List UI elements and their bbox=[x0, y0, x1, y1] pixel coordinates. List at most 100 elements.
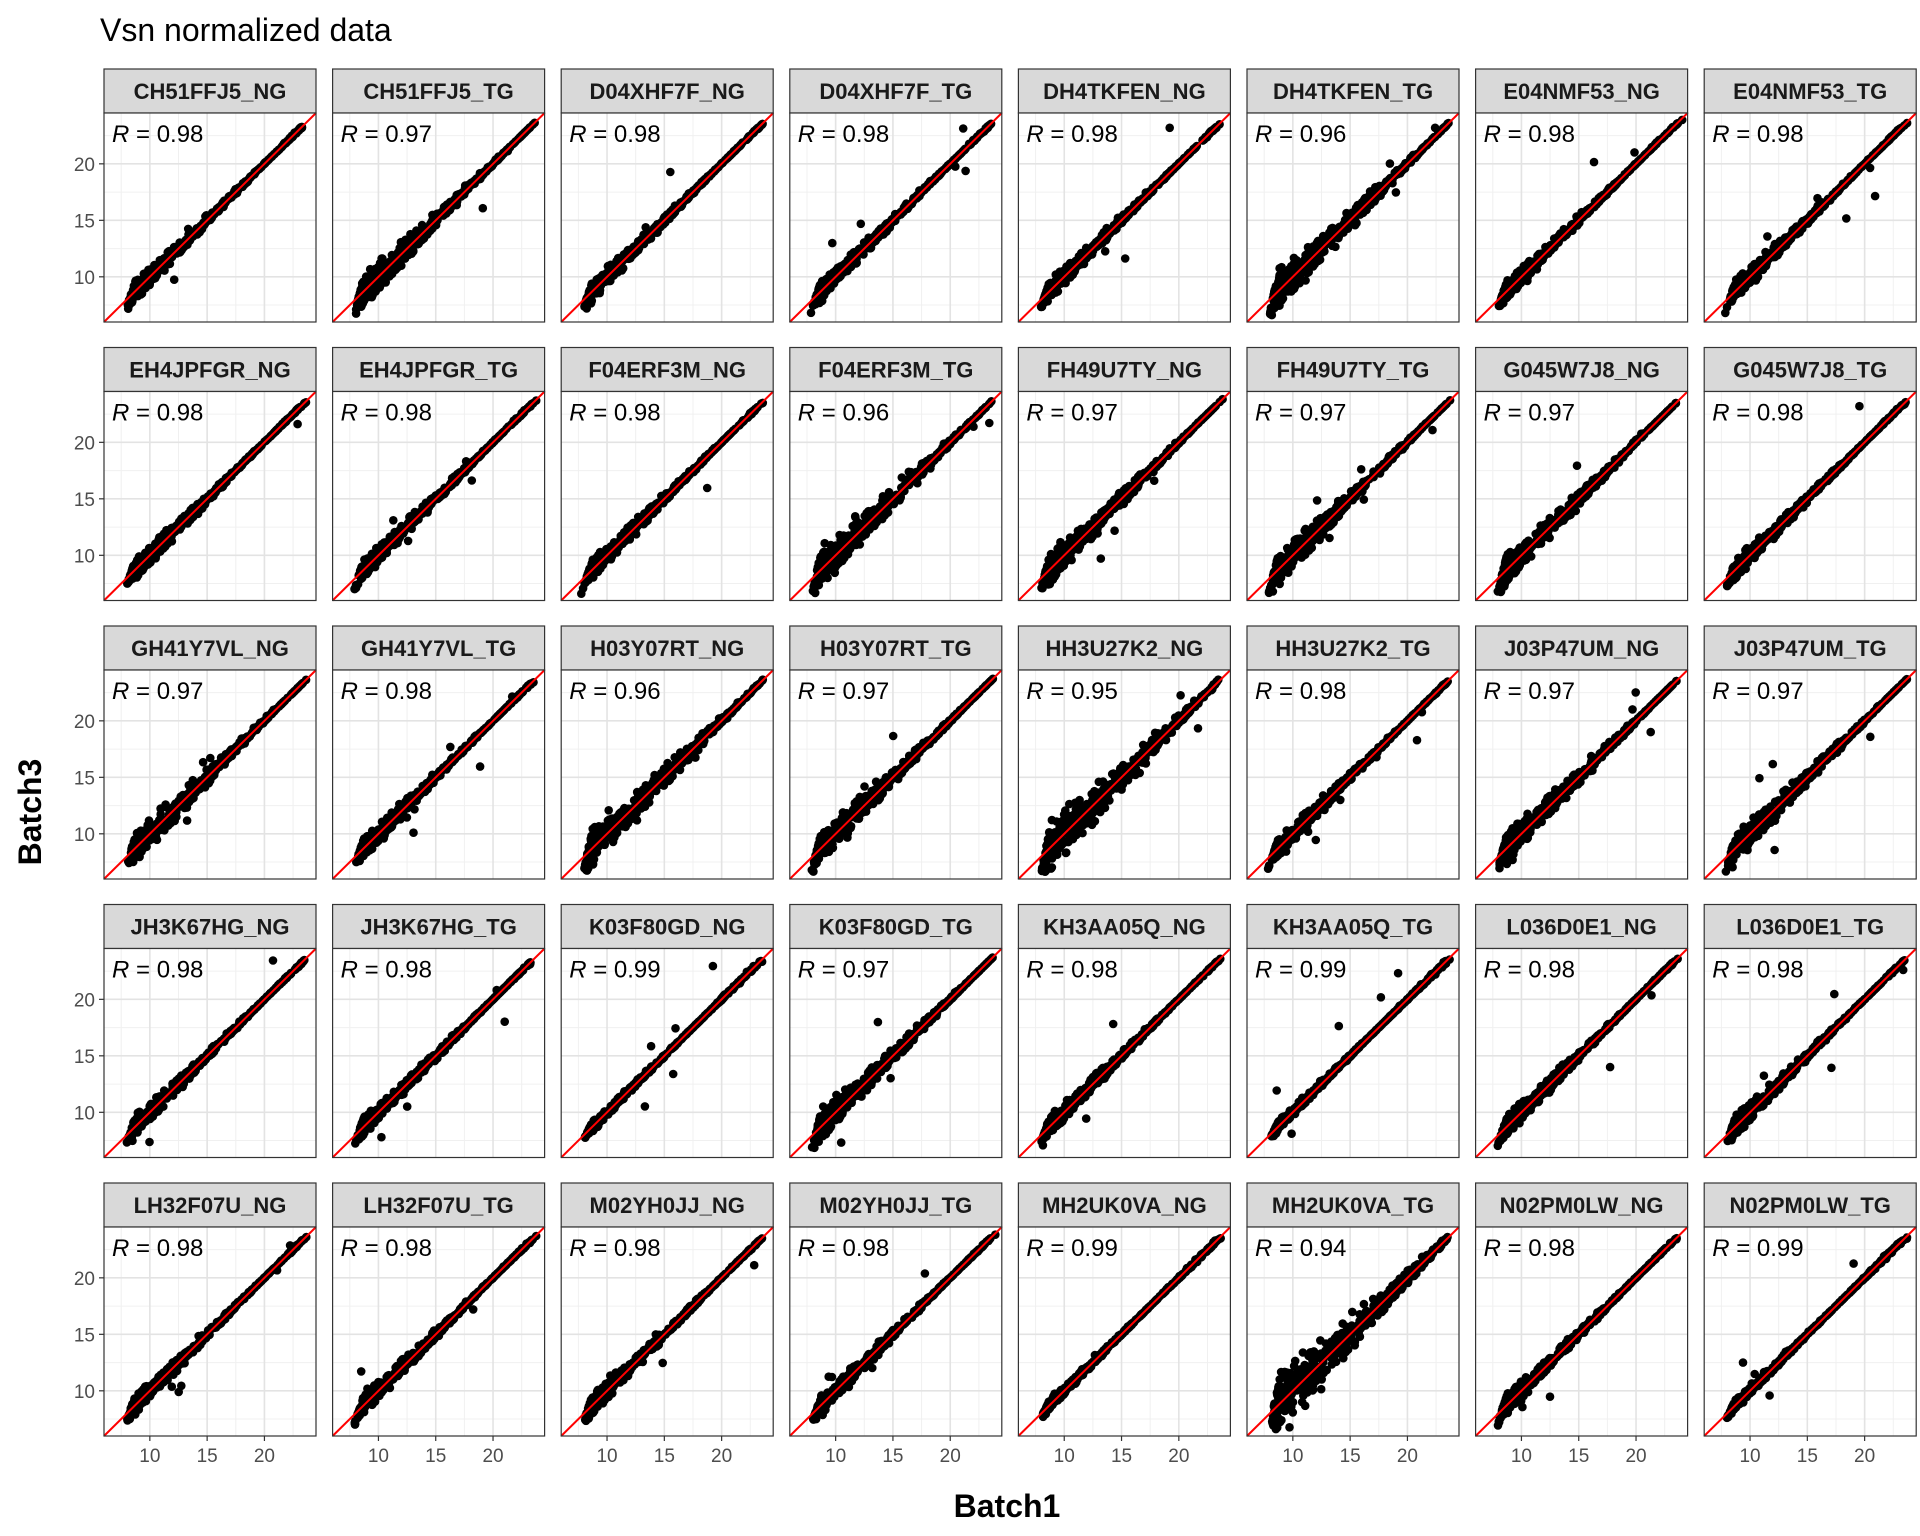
y-tick-label: 10 bbox=[74, 268, 95, 289]
data-point bbox=[350, 584, 359, 594]
facet-strip-label: EH4JPFGR_TG bbox=[359, 358, 518, 383]
data-point bbox=[666, 167, 675, 177]
facet-strip-label: D04XHF7F_TG bbox=[819, 79, 972, 104]
data-point bbox=[958, 124, 968, 133]
facet-strip-label: F04ERF3M_NG bbox=[588, 358, 746, 383]
r-annotation: R = 0.97 bbox=[341, 121, 432, 148]
data-point bbox=[1321, 232, 1330, 242]
facets-layer: CH51FFJ5_NG R = 0.98 10 15 20 CH51FFJ5_TG R = … bbox=[74, 68, 1917, 1467]
data-point bbox=[139, 269, 149, 279]
data-point bbox=[1120, 254, 1130, 263]
data-point bbox=[1055, 272, 1065, 281]
data-point bbox=[1865, 163, 1875, 173]
data-point bbox=[467, 476, 477, 485]
facet-panel: F04ERF3M_NG R = 0.98 bbox=[560, 346, 774, 602]
data-point bbox=[1870, 191, 1880, 201]
data-point bbox=[1589, 157, 1599, 167]
data-point bbox=[367, 266, 377, 276]
data-point bbox=[1763, 232, 1772, 241]
facet-panel: CH51FFJ5_TG R = 0.97 bbox=[331, 68, 546, 323]
data-point bbox=[702, 483, 712, 493]
data-point bbox=[1595, 197, 1604, 206]
data-point bbox=[1274, 278, 1283, 288]
facet-strip-label: F04ERF3M_TG bbox=[818, 358, 973, 383]
r-annotation: R = 0.98 bbox=[569, 121, 660, 148]
r-annotation: R = 0.98 bbox=[1026, 121, 1117, 148]
data-point bbox=[478, 203, 488, 213]
y-tick-label: 10 bbox=[74, 546, 95, 567]
identity-line bbox=[103, 112, 317, 323]
data-point bbox=[1630, 148, 1639, 157]
data-point bbox=[169, 275, 179, 285]
chart-title: Vsn normalized data bbox=[100, 12, 392, 48]
data-point bbox=[389, 516, 398, 525]
data-point bbox=[806, 308, 816, 318]
y-tick-label: 20 bbox=[74, 433, 95, 454]
facet-panel: DH4TKFEN_TG R = 0.96 bbox=[1246, 68, 1460, 323]
r-annotation: R = 0.98 bbox=[798, 121, 889, 148]
data-point bbox=[208, 208, 217, 217]
data-point bbox=[1782, 234, 1792, 244]
data-point bbox=[961, 166, 970, 176]
facet-strip-label: DH4TKFEN_NG bbox=[1043, 79, 1206, 104]
panel-border bbox=[103, 112, 317, 323]
data-point bbox=[149, 273, 158, 282]
r-annotation: R = 0.98 bbox=[1712, 121, 1803, 148]
facet-strip-label: E04NMF53_TG bbox=[1733, 79, 1887, 104]
data-point bbox=[1303, 242, 1313, 252]
data-point bbox=[395, 243, 405, 253]
facet-strip-label: DH4TKFEN_TG bbox=[1273, 79, 1433, 104]
data-point bbox=[133, 555, 142, 565]
facet-strip bbox=[103, 68, 317, 114]
data-point bbox=[133, 278, 143, 288]
data-point bbox=[1391, 188, 1401, 197]
data-point bbox=[1100, 247, 1110, 256]
data-point bbox=[1277, 262, 1286, 272]
r-annotation: R = 0.96 bbox=[1255, 121, 1346, 148]
data-point bbox=[1525, 256, 1534, 266]
data-point bbox=[1289, 253, 1299, 263]
data-point bbox=[351, 309, 361, 318]
facet-panel: EH4JPFGR_TG R = 0.98 bbox=[331, 346, 546, 602]
y-tick-label: 15 bbox=[74, 490, 95, 511]
data-point bbox=[379, 275, 389, 285]
data-point bbox=[403, 536, 413, 546]
facet-panel: D04XHF7F_TG R = 0.98 bbox=[789, 68, 1003, 323]
y-axis-title: Batch3 bbox=[12, 759, 48, 866]
data-point bbox=[1385, 159, 1395, 168]
facet-strip-label: CH51FFJ5_TG bbox=[363, 79, 513, 104]
grid-lines bbox=[104, 113, 316, 322]
facet-strip-label: E04NMF53_NG bbox=[1503, 79, 1660, 104]
facet-panel: E04NMF53_TG R = 0.98 bbox=[1703, 68, 1917, 323]
data-point bbox=[164, 246, 174, 256]
facet-strip bbox=[332, 68, 546, 114]
data-point bbox=[225, 191, 234, 201]
facet-strip-label: EH4JPFGR_NG bbox=[129, 358, 290, 383]
data-point bbox=[685, 468, 694, 477]
data-point bbox=[358, 299, 368, 308]
data-point bbox=[1268, 305, 1277, 315]
data-point bbox=[392, 263, 402, 273]
data-point bbox=[828, 238, 837, 248]
x-axis-title: Batch1 bbox=[954, 1488, 1061, 1524]
data-point bbox=[137, 289, 147, 298]
data-point bbox=[1328, 223, 1337, 233]
data-point bbox=[577, 589, 586, 598]
data-point bbox=[1165, 123, 1174, 133]
data-point bbox=[1842, 214, 1851, 223]
data-point bbox=[1310, 259, 1319, 269]
facet-panel: E04NMF53_NG R = 0.98 bbox=[1474, 68, 1689, 323]
r-annotation: R = 0.98 bbox=[1484, 121, 1575, 148]
r-annotation: R = 0.98 bbox=[112, 121, 203, 148]
r-annotation: R = 0.98 bbox=[569, 400, 660, 427]
data-point bbox=[856, 219, 866, 229]
facet-panel: DH4TKFEN_NG R = 0.98 bbox=[1017, 68, 1232, 323]
data-point bbox=[183, 238, 192, 247]
r-annotation: R = 0.98 bbox=[341, 400, 432, 427]
y-tick-label: 20 bbox=[74, 155, 95, 176]
facet-strip-label: D04XHF7F_NG bbox=[590, 79, 745, 104]
facet-strip-label: CH51FFJ5_NG bbox=[134, 79, 287, 104]
